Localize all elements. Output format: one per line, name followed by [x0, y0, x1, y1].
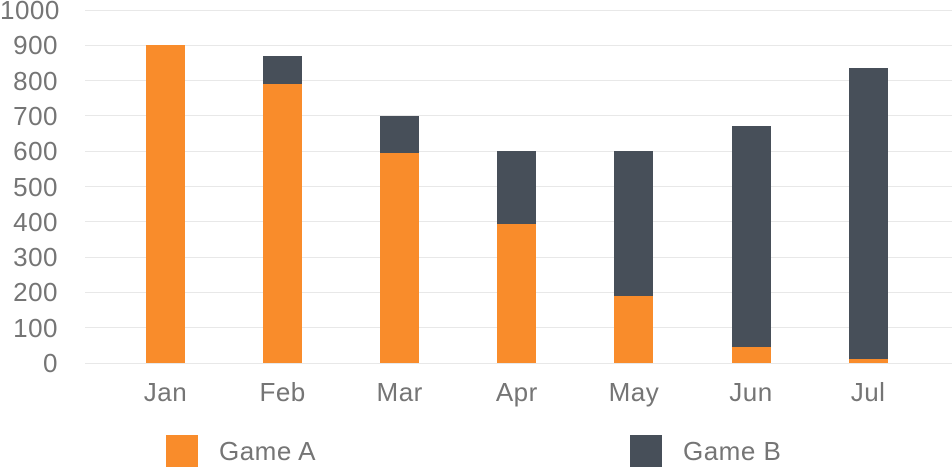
gridline-800: [85, 80, 952, 82]
x-axis-label-jan: Jan: [143, 377, 188, 407]
bar-game-b-jun[interactable]: [731, 126, 771, 348]
legend-item-game-a[interactable]: Game A: [166, 435, 316, 467]
bar-game-a-apr[interactable]: [497, 223, 537, 363]
gridline-1000: [85, 9, 952, 11]
y-axis-tick-label: 800: [13, 65, 58, 96]
gridline-0: [85, 362, 952, 364]
legend-swatch-icon-game-a: [166, 435, 198, 467]
bar-game-b-apr[interactable]: [497, 151, 537, 224]
y-axis-tick-label: 900: [13, 30, 58, 61]
y-axis-tick-label: 0: [43, 348, 58, 378]
y-axis-tick-label: 700: [13, 100, 58, 131]
legend-swatch-icon-game-b: [630, 435, 662, 467]
bar-game-b-may[interactable]: [614, 151, 654, 296]
gridline-700: [85, 115, 952, 117]
y-axis-tick-label: 400: [13, 206, 58, 237]
legend-label-game-b: Game B: [683, 436, 782, 466]
legend-item-game-b[interactable]: Game B: [630, 435, 781, 467]
y-axis-tick-label: 500: [13, 171, 58, 202]
x-axis-label-may: May: [608, 377, 660, 407]
bar-game-b-jul[interactable]: [848, 68, 888, 360]
bar-game-b-feb[interactable]: [263, 55, 303, 85]
bar-game-a-jul[interactable]: [848, 359, 888, 363]
y-axis-tick-label: 600: [13, 136, 58, 167]
bar-game-a-mar[interactable]: [380, 152, 420, 363]
x-axis-label-apr: Apr: [495, 377, 538, 407]
x-axis-label-jun: Jun: [729, 377, 773, 407]
y-axis-tick-label: 200: [13, 277, 58, 308]
x-axis-label-jul: Jul: [850, 377, 886, 407]
y-axis-tick-label: 1000: [0, 0, 60, 25]
bar-game-a-feb[interactable]: [263, 84, 303, 363]
x-axis-label-feb: Feb: [259, 377, 306, 407]
bar-game-a-may[interactable]: [614, 295, 654, 363]
bar-game-a-jan[interactable]: [146, 45, 185, 363]
bar-game-b-mar[interactable]: [380, 115, 420, 153]
y-axis-tick-label: 100: [13, 312, 58, 343]
gridline-900: [85, 44, 952, 46]
bar-game-a-jun[interactable]: [731, 347, 771, 363]
legend-label-game-a: Game A: [219, 436, 316, 466]
x-axis-label-mar: Mar: [376, 377, 423, 407]
y-axis-tick-label: 300: [13, 242, 58, 273]
